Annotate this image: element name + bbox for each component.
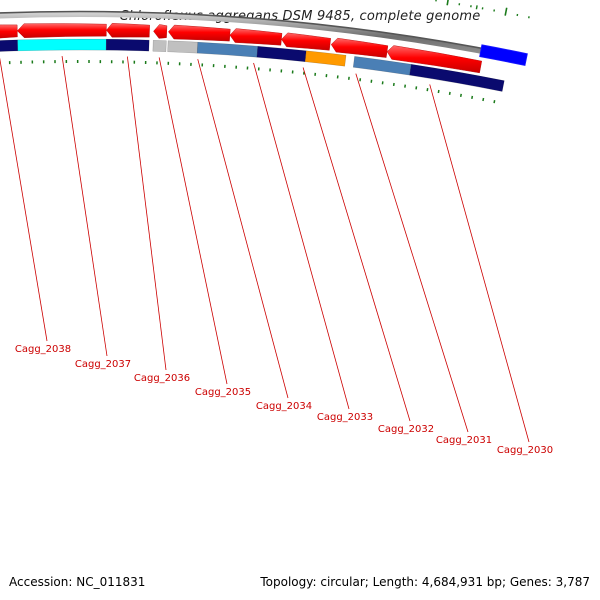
gene-arrow	[281, 32, 331, 51]
cog-band	[105, 38, 150, 52]
gene-label: Cagg_2037	[75, 359, 131, 370]
gene-label: Cagg_2032	[378, 424, 434, 435]
genome-summary: Topology: circular; Length: 4,684,931 bp…	[260, 575, 590, 589]
cog-band	[152, 39, 167, 52]
leader-line	[0, 57, 48, 342]
leader-line	[197, 59, 289, 399]
ruler-tick	[493, 100, 496, 104]
ruler-tick	[482, 97, 485, 102]
gene-arrow	[0, 24, 18, 39]
gene-arrow	[153, 24, 168, 39]
cog-band	[304, 50, 347, 67]
leader-line	[253, 62, 350, 410]
gene-label: Cagg_2030	[497, 445, 553, 456]
outer-ruler	[435, 0, 530, 19]
leader-line	[158, 57, 228, 385]
inner-ruler	[8, 60, 496, 104]
cog-band	[0, 39, 19, 52]
edge-feature	[479, 44, 528, 66]
cog-track	[0, 38, 505, 92]
gene-label: Cagg_2035	[195, 387, 251, 398]
cog-band	[256, 45, 307, 62]
gene-label: Cagg_2036	[134, 373, 190, 384]
gene-arrow	[168, 24, 231, 42]
gene-track	[0, 23, 482, 74]
cog-band	[409, 64, 505, 92]
leader-line	[126, 56, 167, 371]
gene-label: Cagg_2034	[256, 401, 312, 412]
cog-band	[17, 38, 107, 52]
ruler-tick	[504, 7, 508, 16]
ruler-tick	[471, 95, 474, 100]
accession-label: Accession: NC_011831	[9, 575, 146, 589]
gene-arrow	[17, 23, 107, 38]
genome-backbone	[0, 10, 528, 66]
cog-band	[167, 40, 199, 54]
gene-label: Cagg_2038	[15, 344, 71, 355]
cog-band	[352, 56, 412, 76]
backbone-line	[0, 10, 527, 58]
gene-arrow	[229, 28, 283, 46]
leader-line	[61, 56, 108, 357]
leader-line	[355, 73, 469, 433]
ruler-tick	[446, 0, 449, 6]
gene-label: Cagg_2031	[436, 435, 492, 446]
backbone-arc	[0, 11, 527, 63]
cog-band	[196, 41, 259, 58]
gene-arrow	[386, 45, 482, 74]
ruler-tick	[475, 5, 478, 10]
ruler-tick	[448, 91, 451, 96]
ruler-tick	[459, 93, 462, 97]
gene-label: Cagg_2033	[317, 412, 373, 423]
leader-line	[302, 67, 411, 422]
gene-arrow	[106, 23, 150, 38]
leader-line	[429, 84, 530, 443]
